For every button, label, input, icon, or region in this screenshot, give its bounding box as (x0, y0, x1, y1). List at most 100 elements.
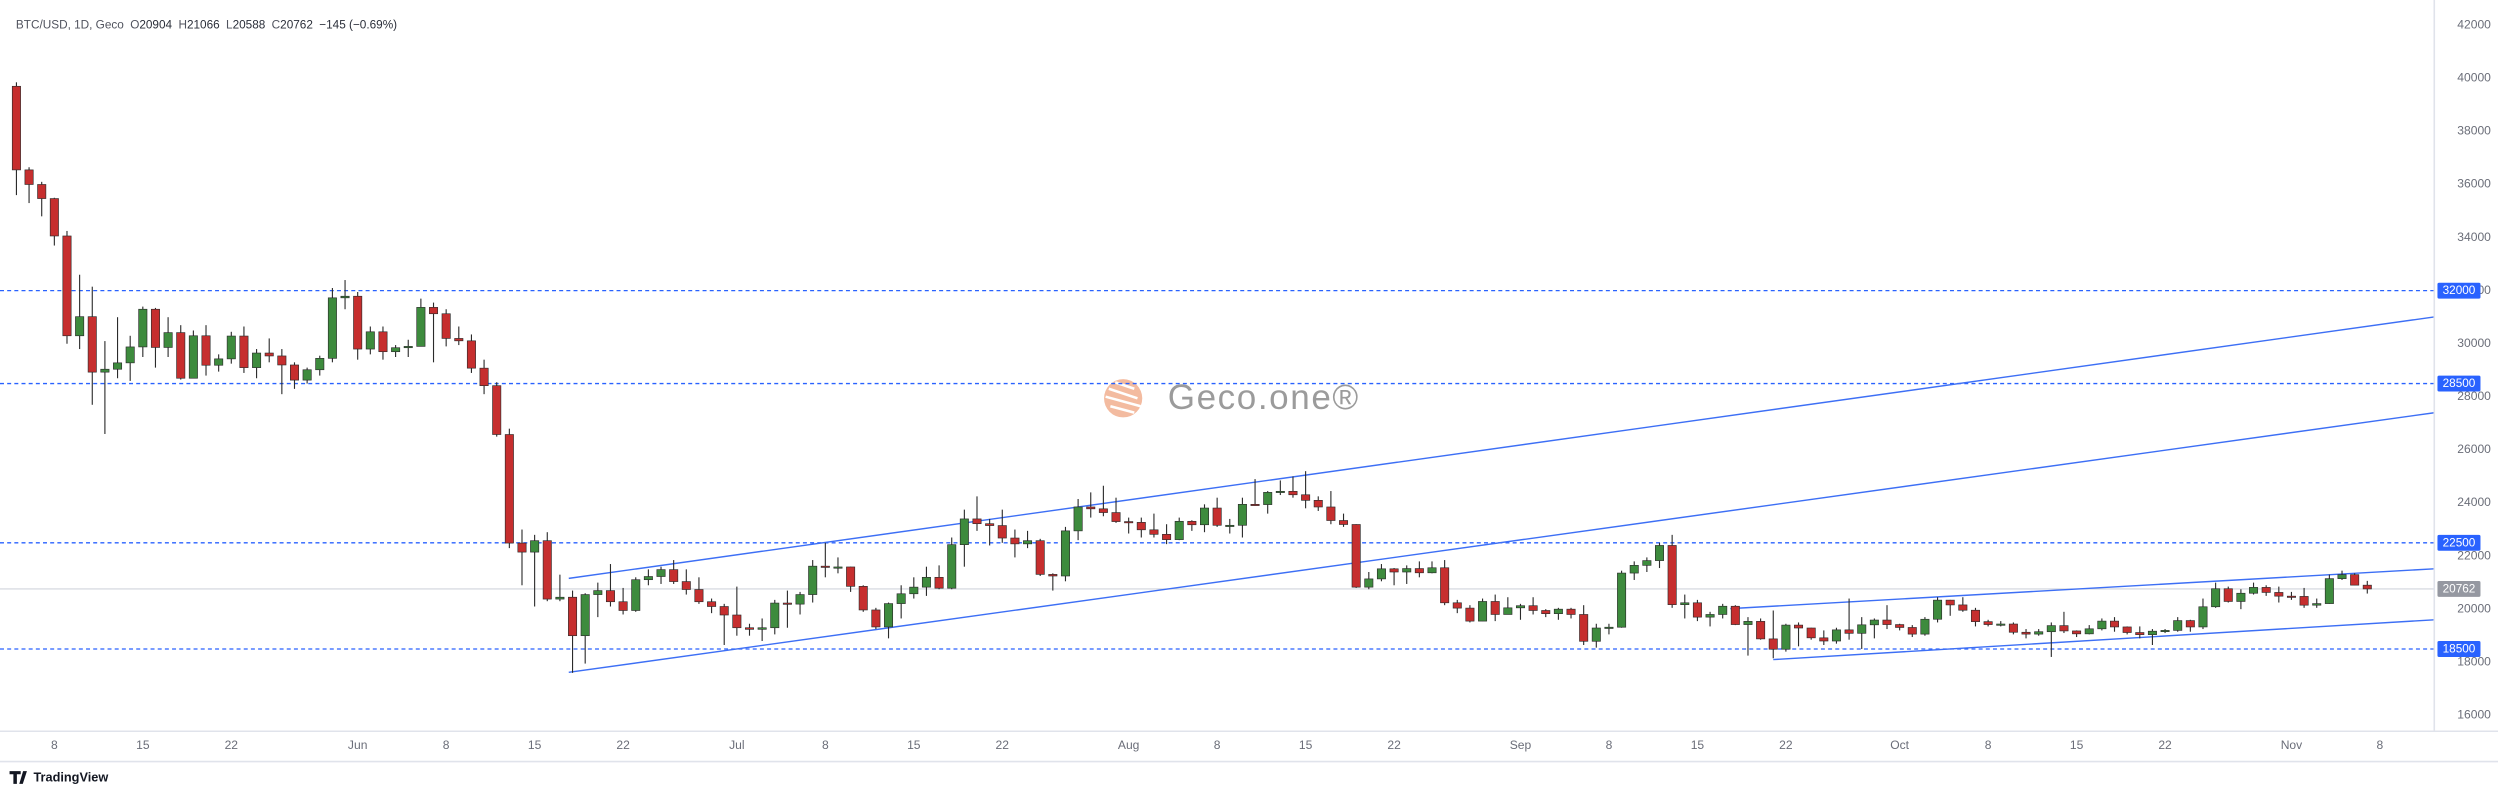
candle-body (833, 566, 843, 569)
candle-body (226, 335, 236, 360)
candle-body (289, 364, 299, 381)
x-tick-label: 22 (616, 738, 630, 752)
x-tick-label: Jun (348, 738, 368, 752)
candle-body (770, 602, 780, 629)
candle-body (340, 295, 350, 299)
symbol: BTC/USD, 1D, Geco (16, 19, 124, 32)
candle-body (504, 434, 514, 544)
candle-body (1275, 490, 1285, 493)
candle-body (1023, 540, 1033, 545)
candle-body (1983, 621, 1993, 625)
candle-body (492, 385, 502, 435)
candle-body (2122, 626, 2132, 633)
candle-body (542, 540, 552, 600)
y-tick-label: 34000 (2457, 230, 2491, 244)
candle-body (631, 579, 641, 611)
x-tick-label: 15 (907, 738, 921, 752)
candle-body (2135, 632, 2145, 635)
candle-body (2312, 603, 2322, 606)
candle-body (75, 316, 85, 337)
candle-body (1351, 524, 1361, 588)
candle-body (568, 596, 578, 637)
candle-body (454, 338, 464, 342)
x-tick-label: Aug (1118, 738, 1140, 752)
candle-body (1111, 512, 1121, 522)
candle-body (517, 542, 527, 553)
candle-body (1718, 605, 1728, 615)
x-tick-label: Nov (2281, 738, 2303, 752)
x-tick-label: 15 (528, 738, 542, 752)
candle-body (2160, 630, 2170, 632)
candle-body (1098, 508, 1108, 513)
candle-body (2084, 628, 2094, 635)
candle-body (1301, 494, 1311, 501)
candle-body (1806, 627, 1816, 639)
candle-body (2110, 620, 2119, 628)
candle-body (1895, 624, 1905, 628)
candle-body (1756, 621, 1766, 640)
candle-body (416, 307, 426, 347)
level-badge-label: 28500 (2443, 377, 2476, 390)
ohlc-label: H (178, 19, 187, 32)
candle-body (707, 601, 717, 607)
candle-body (1149, 529, 1159, 535)
candle-body (403, 346, 413, 349)
candle-body (2362, 584, 2372, 590)
candle-body (429, 307, 439, 315)
candle-body (2185, 620, 2195, 628)
candle-body (1452, 602, 1462, 609)
candle-body (1553, 608, 1563, 614)
candle-body (972, 518, 982, 525)
level-badge-label: 22500 (2443, 536, 2476, 549)
candle-body (1869, 619, 1879, 626)
candle-body (934, 576, 944, 589)
x-tick-label: 22 (225, 738, 239, 752)
candle-body (214, 358, 224, 366)
candle-body (1667, 545, 1677, 605)
candle-body (2021, 631, 2031, 635)
branding-text[interactable]: TradingView (33, 770, 108, 785)
candle-body (745, 627, 754, 630)
candle-body (138, 308, 148, 348)
open-value: 20904 (139, 19, 172, 32)
x-tick-label: Oct (1890, 738, 1909, 752)
x-tick-label: 22 (1387, 738, 1401, 752)
candle-body (2350, 574, 2360, 586)
candle-body (125, 346, 135, 364)
candle-body (37, 184, 47, 199)
candle-body (2236, 592, 2246, 602)
candle-body (808, 565, 818, 595)
candle-body (719, 606, 729, 616)
x-tick-label: Sep (1510, 738, 1532, 752)
candle-body (302, 369, 312, 381)
close-value: 20762 (280, 19, 313, 32)
candle-body (669, 569, 679, 582)
candle-body (1060, 530, 1070, 577)
x-tick-label: 15 (2070, 738, 2084, 752)
candle-body (896, 593, 906, 604)
candle-body (188, 335, 198, 379)
candle-body (1402, 568, 1412, 573)
candle-body (2261, 587, 2271, 593)
candle-body (2324, 578, 2334, 604)
change: −145 (−0.69%) (319, 19, 397, 32)
candle-body (1465, 607, 1475, 622)
candle-body (2223, 588, 2233, 602)
candle-body (1326, 506, 1336, 521)
candle-body (1515, 605, 1525, 609)
ohlc-label: L (226, 19, 233, 32)
candle-body (49, 198, 59, 237)
candle-body (1655, 545, 1664, 561)
x-tick-label: 22 (2158, 738, 2172, 752)
candle-body (87, 316, 97, 373)
candle-body (1794, 624, 1804, 629)
candle-body (150, 308, 160, 348)
candle-body (1629, 565, 1639, 574)
x-tick-label: 22 (996, 738, 1010, 752)
candle-body (11, 85, 21, 171)
trend-line (1773, 619, 2435, 661)
candle-body (795, 594, 805, 605)
